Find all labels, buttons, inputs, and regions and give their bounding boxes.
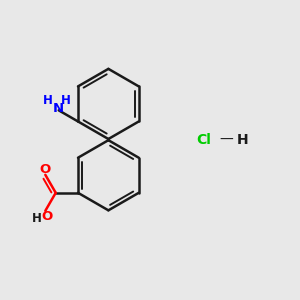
Text: O: O <box>41 210 52 223</box>
Text: H: H <box>32 212 42 225</box>
Text: H: H <box>44 94 53 107</box>
Text: O: O <box>40 163 51 176</box>
Text: H: H <box>61 94 71 107</box>
Text: H: H <box>236 133 248 147</box>
Text: N: N <box>52 102 63 115</box>
Text: Cl: Cl <box>196 133 211 147</box>
Text: —: — <box>219 133 233 147</box>
